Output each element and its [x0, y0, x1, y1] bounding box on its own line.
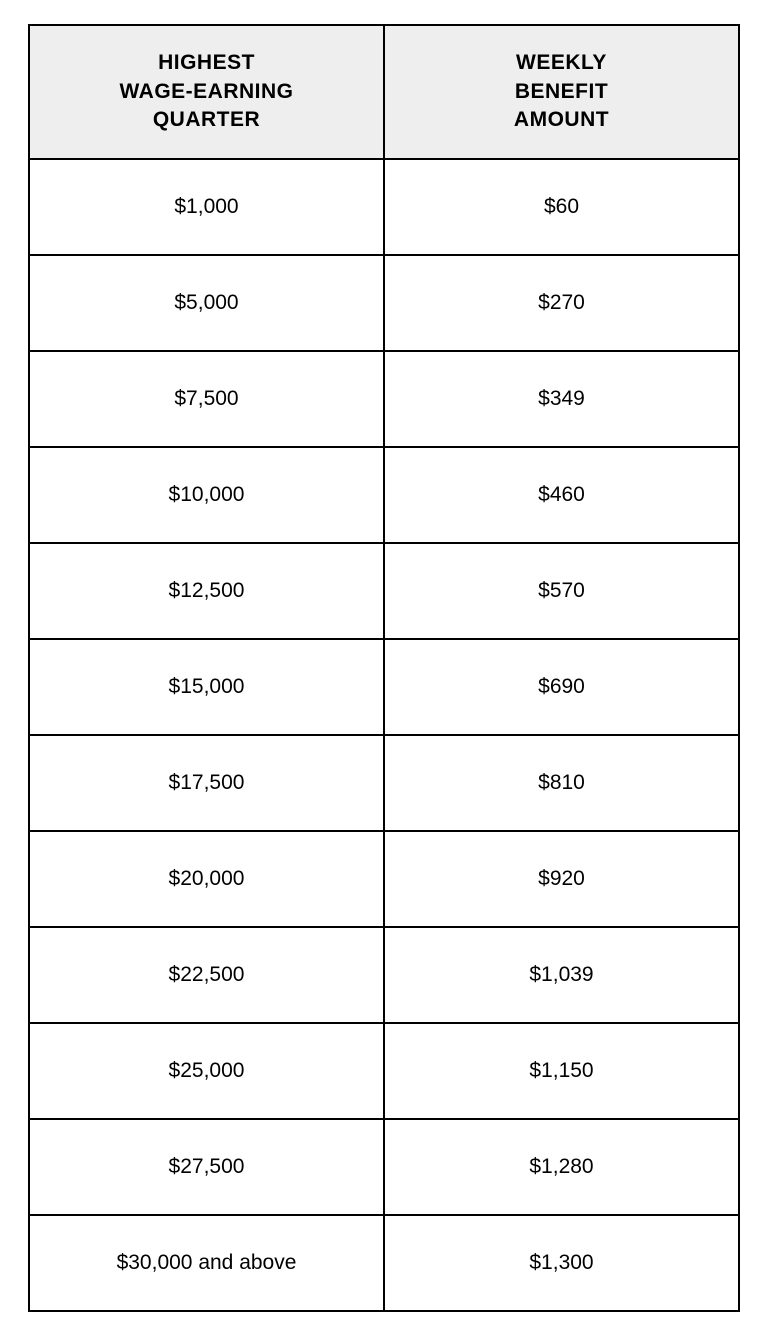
cell-benefit: $60 — [384, 159, 739, 255]
table-row: $30,000 and above $1,300 — [29, 1215, 739, 1311]
cell-benefit: $920 — [384, 831, 739, 927]
cell-benefit: $270 — [384, 255, 739, 351]
table-row: $1,000 $60 — [29, 159, 739, 255]
col-header-wage-quarter: HIGHESTWAGE-EARNINGQUARTER — [29, 25, 384, 159]
cell-benefit: $1,039 — [384, 927, 739, 1023]
cell-benefit: $1,150 — [384, 1023, 739, 1119]
table-row: $27,500 $1,280 — [29, 1119, 739, 1215]
col-header-weekly-benefit: WEEKLYBENEFITAMOUNT — [384, 25, 739, 159]
cell-benefit: $1,300 — [384, 1215, 739, 1311]
cell-wage: $1,000 — [29, 159, 384, 255]
cell-wage: $12,500 — [29, 543, 384, 639]
table-row: $5,000 $270 — [29, 255, 739, 351]
table-row: $7,500 $349 — [29, 351, 739, 447]
table-row: $17,500 $810 — [29, 735, 739, 831]
table-container: HIGHESTWAGE-EARNINGQUARTER WEEKLYBENEFIT… — [0, 0, 768, 1336]
cell-wage: $7,500 — [29, 351, 384, 447]
cell-wage: $30,000 and above — [29, 1215, 384, 1311]
table-row: $10,000 $460 — [29, 447, 739, 543]
cell-wage: $27,500 — [29, 1119, 384, 1215]
cell-benefit: $810 — [384, 735, 739, 831]
cell-wage: $20,000 — [29, 831, 384, 927]
cell-wage: $17,500 — [29, 735, 384, 831]
cell-benefit: $1,280 — [384, 1119, 739, 1215]
col-header-line: HIGHESTWAGE-EARNINGQUARTER — [120, 51, 294, 131]
table-row: $15,000 $690 — [29, 639, 739, 735]
table-header-row: HIGHESTWAGE-EARNINGQUARTER WEEKLYBENEFIT… — [29, 25, 739, 159]
col-header-line: WEEKLYBENEFITAMOUNT — [514, 51, 609, 131]
cell-benefit: $460 — [384, 447, 739, 543]
cell-wage: $25,000 — [29, 1023, 384, 1119]
cell-benefit: $349 — [384, 351, 739, 447]
cell-wage: $10,000 — [29, 447, 384, 543]
cell-wage: $15,000 — [29, 639, 384, 735]
cell-wage: $5,000 — [29, 255, 384, 351]
table-row: $22,500 $1,039 — [29, 927, 739, 1023]
table-body: $1,000 $60 $5,000 $270 $7,500 $349 $10,0… — [29, 159, 739, 1311]
cell-benefit: $570 — [384, 543, 739, 639]
table-row: $12,500 $570 — [29, 543, 739, 639]
table-row: $20,000 $920 — [29, 831, 739, 927]
cell-benefit: $690 — [384, 639, 739, 735]
wage-benefit-table: HIGHESTWAGE-EARNINGQUARTER WEEKLYBENEFIT… — [28, 24, 740, 1312]
cell-wage: $22,500 — [29, 927, 384, 1023]
table-row: $25,000 $1,150 — [29, 1023, 739, 1119]
